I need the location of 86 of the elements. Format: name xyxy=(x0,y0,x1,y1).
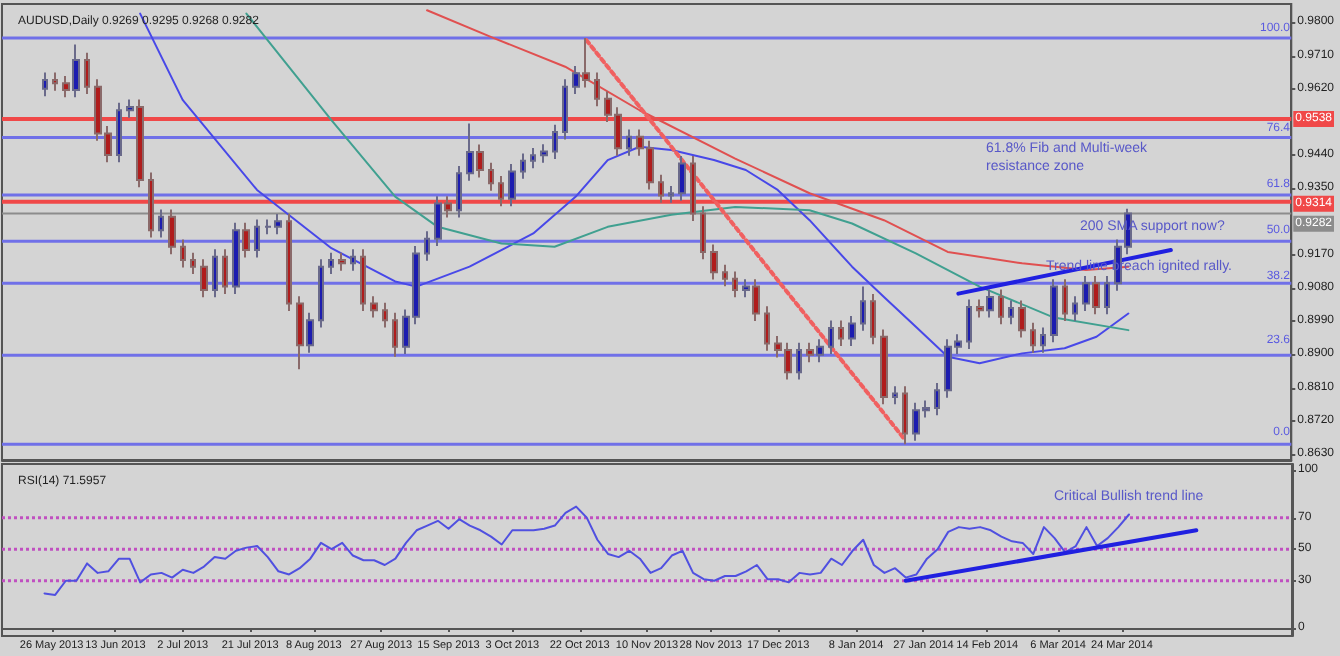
candlestick xyxy=(508,163,516,208)
candlestick xyxy=(444,195,452,219)
candlestick xyxy=(242,221,250,259)
candlestick xyxy=(360,248,366,312)
candlestick xyxy=(116,101,122,164)
candlestick xyxy=(212,248,218,299)
candlestick xyxy=(52,71,58,92)
candlestick xyxy=(222,248,228,295)
candlestick xyxy=(306,311,314,354)
candlestick xyxy=(572,64,580,96)
candlestick xyxy=(476,143,484,179)
candlestick xyxy=(296,295,304,371)
candlestick xyxy=(966,298,972,350)
candlestick xyxy=(1062,278,1068,322)
candlestick xyxy=(136,98,144,189)
candlestick xyxy=(562,78,568,141)
candlestick xyxy=(488,161,494,192)
candlestick xyxy=(860,285,866,332)
line-series xyxy=(43,505,1130,596)
candlestick xyxy=(286,212,292,312)
candlestick xyxy=(986,288,994,319)
candlestick xyxy=(456,164,462,219)
candlestick xyxy=(200,258,208,299)
candlestick xyxy=(934,381,940,417)
candlestick xyxy=(690,155,696,222)
candlestick xyxy=(148,171,154,239)
candlestick xyxy=(732,270,738,299)
candlestick xyxy=(530,146,536,170)
candlestick xyxy=(678,155,686,202)
candlestick xyxy=(84,51,90,96)
candlestick xyxy=(668,184,674,204)
candlestick xyxy=(466,122,474,182)
candlestick xyxy=(626,128,632,157)
candlestick xyxy=(828,319,834,356)
candlestick xyxy=(1008,299,1014,326)
candlestick xyxy=(540,143,548,164)
candlestick xyxy=(350,248,356,272)
candlestick xyxy=(1104,274,1110,316)
candlestick xyxy=(1040,326,1046,354)
candlestick xyxy=(42,71,48,98)
candlestick xyxy=(328,251,334,276)
candlestick xyxy=(232,221,240,295)
candlestick xyxy=(392,311,398,358)
candlestick xyxy=(180,238,186,269)
candlestick xyxy=(158,208,164,239)
candlestick xyxy=(1018,299,1026,339)
candlestick xyxy=(700,205,706,261)
candlestick xyxy=(168,208,176,256)
candlestick xyxy=(806,341,814,364)
candlestick xyxy=(1050,278,1058,344)
candlestick xyxy=(1072,295,1078,322)
candlestick xyxy=(254,218,260,259)
candlestick xyxy=(1092,274,1100,316)
candlestick xyxy=(520,152,526,180)
candlestick xyxy=(764,305,770,352)
candlestick xyxy=(816,338,824,364)
candlestick xyxy=(552,123,558,160)
candlestick xyxy=(976,298,984,319)
candlestick xyxy=(848,315,856,347)
candlestick xyxy=(892,385,898,406)
candlestick xyxy=(722,263,728,288)
candlestick xyxy=(752,278,760,322)
candlestick xyxy=(796,341,802,381)
candlestick xyxy=(318,258,324,329)
candlestick xyxy=(72,43,80,99)
candlestick xyxy=(902,385,908,446)
candlestick xyxy=(998,288,1004,326)
candlestick xyxy=(434,195,442,248)
candlestick xyxy=(424,230,430,262)
candlestick xyxy=(594,71,600,108)
candlestick xyxy=(742,278,750,299)
candlestick xyxy=(838,319,844,347)
candlestick xyxy=(870,292,876,346)
candlestick xyxy=(582,36,590,89)
candlestick xyxy=(658,173,664,204)
candlestick xyxy=(370,295,378,319)
candlestick xyxy=(880,328,888,406)
candlestick xyxy=(382,301,388,329)
candlestick xyxy=(126,98,134,119)
candlestick xyxy=(710,243,718,281)
candlestick xyxy=(62,74,70,99)
candlestick xyxy=(1082,274,1090,312)
candlestick xyxy=(1030,321,1036,354)
candlestick xyxy=(190,251,196,276)
candlestick xyxy=(498,174,504,208)
candlestick xyxy=(338,251,346,272)
